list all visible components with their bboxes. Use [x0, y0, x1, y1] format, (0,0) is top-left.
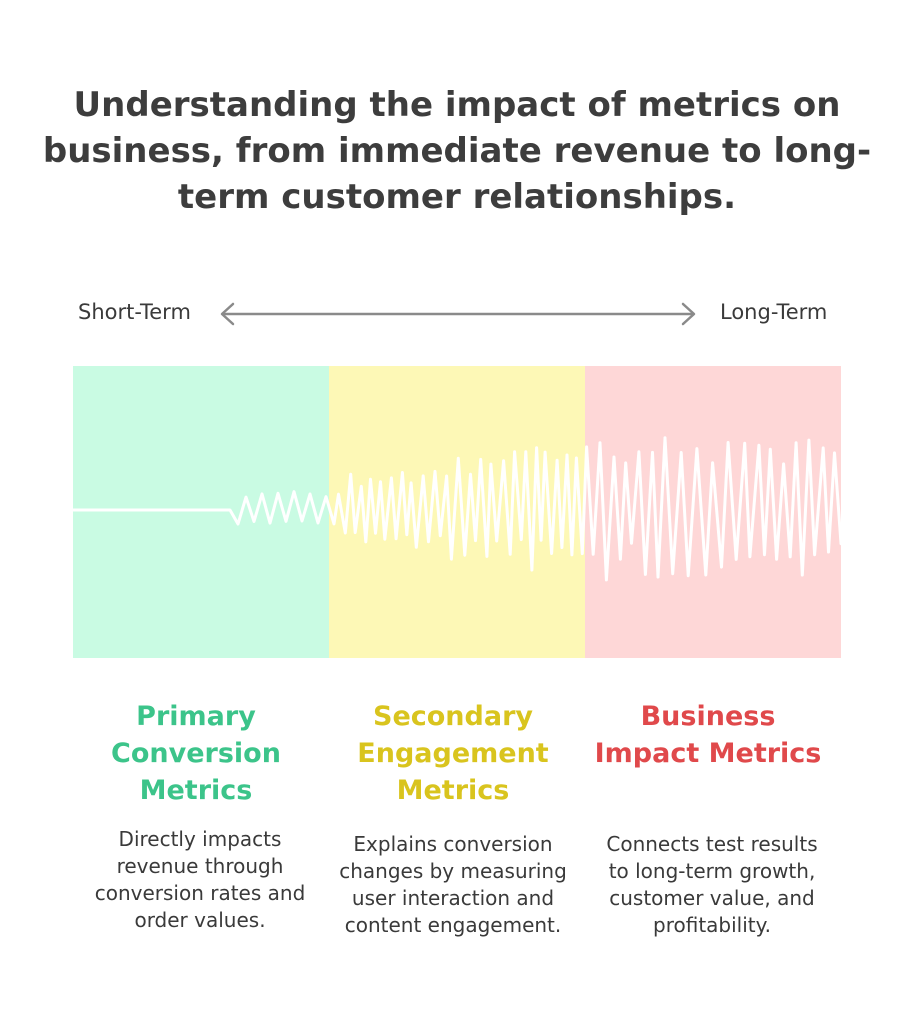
business-impact-description: Connects test results to long-term growt…	[606, 832, 818, 937]
primary-conversion-description: Directly impacts revenue through convers…	[94, 827, 306, 932]
secondary-engagement-title: Secondary Engagement Metrics	[357, 701, 549, 806]
long-term-label: Long-Term	[720, 300, 828, 324]
double-headed-arrow-icon	[220, 302, 696, 326]
secondary-engagement-description: Explains conversion changes by measuring…	[339, 832, 567, 937]
band-primary	[73, 366, 329, 658]
page-title: Understanding the impact of metrics on b…	[42, 85, 872, 217]
business-impact-title: Business Impact Metrics	[594, 701, 822, 769]
signal-wave-icon	[73, 436, 841, 582]
short-term-label: Short-Term	[78, 300, 191, 324]
metric-bands	[73, 366, 841, 658]
primary-conversion-title: Primary Conversion Metrics	[111, 701, 281, 806]
